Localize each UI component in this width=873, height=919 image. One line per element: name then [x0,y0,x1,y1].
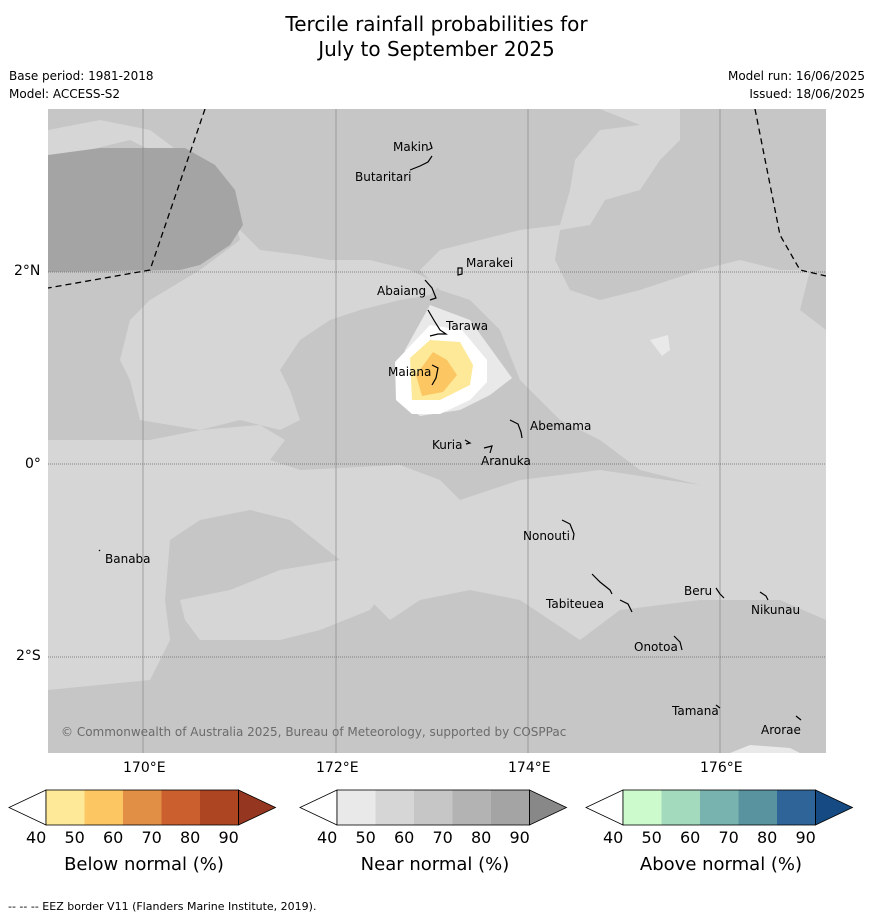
colorbar-below-normal [8,789,277,826]
colorbar-tick-label: 40 [317,828,338,847]
colorbar-segment [414,790,453,825]
place-arorae: Arorae [761,723,801,737]
colorbar-frame [45,789,239,826]
colorbar-tick-label: 60 [394,828,415,847]
colorbar-segment [777,790,816,825]
colorbar-extend-high [238,789,277,826]
colorbar-segment [337,790,376,825]
colorbar-segment [123,790,162,825]
colorbar-tick-label: 70 [718,828,739,847]
colorbar-segment [738,790,777,825]
colorbar-tick-label: 40 [603,828,624,847]
model-name: Model: ACCESS-S2 [9,87,121,101]
colorbar-frame [336,789,530,826]
lat-label-0: 0° [25,456,41,472]
title-line-1: Tercile rainfall probabilities for [285,12,588,36]
place-makin: Makin [393,140,429,154]
colorbar-title-below: Below normal (%) [64,854,224,875]
place-nikunau: Nikunau [751,603,801,617]
place-beru: Beru [684,584,713,598]
colorbar-tick-label: 90 [509,828,530,847]
light-region-west [48,120,440,430]
place-butaritari: Butaritari [355,170,412,184]
lon-label-172: 172°E [316,760,359,776]
mid-region-south [140,650,826,753]
colorbar-segment [375,790,414,825]
colorbar-segment [452,790,491,825]
colorbar-extend-high [529,789,568,826]
colorbar-extend-high [815,789,854,826]
place-abaiang: Abaiang [377,284,427,298]
grid-lines [142,109,721,753]
issued-date: Issued: 18/06/2025 [749,87,865,101]
colorbar-segment [661,790,700,825]
colorbar-tick-label: 80 [757,828,778,847]
islands [98,141,802,721]
lightest-patch-2 [650,335,670,356]
colorbar-near-normal [299,789,568,826]
title-line-2: July to September 2025 [318,37,555,61]
colorbar-tick-label: 50 [641,828,662,847]
colorbar-extend-low [299,789,338,826]
colorbar-tick-label: 90 [218,828,239,847]
dark-region-northwest [48,148,243,272]
colorbar-tick-label: 70 [141,828,162,847]
colorbar-tick-label: 90 [795,828,816,847]
colorbar-tick-label: 50 [355,828,376,847]
place-abemama: Abemama [530,419,592,433]
colorbar-segment [84,790,123,825]
mid-region-northeast [555,109,826,330]
colorbar-tick-label: 60 [103,828,124,847]
place-nonouti: Nonouti [523,529,570,543]
colorbar-title-above: Above normal (%) [639,854,803,875]
colorbar-title-near: Near normal (%) [360,854,510,875]
lon-label-176: 176°E [700,760,743,776]
colorbar-tick-label: 80 [471,828,492,847]
colorbar-extend-low [585,789,624,826]
lat-label-2s: 2°S [16,648,41,664]
lightest-patch [730,745,800,753]
place-onotoa: Onotoa [634,640,678,654]
colorbar-frame [622,789,816,826]
colorbar-extend-low [8,789,47,826]
place-tarawa: Tarawa [446,319,489,333]
colorbar-segment [161,790,200,825]
copyright-notice: © Commonwealth of Australia 2025, Bureau… [61,725,567,739]
place-aranuka: Aranuka [481,454,531,468]
colorbar-tick-label: 80 [180,828,201,847]
place-marakei: Marakei [466,256,514,270]
colorbar-segment [46,790,85,825]
colorbar-tick-label: 40 [26,828,47,847]
light-region-central [48,425,826,690]
base-period: Base period: 1981-2018 [9,69,154,83]
colorbar-tick-label: 70 [432,828,453,847]
colorbar-tick-label: 60 [680,828,701,847]
colorbar-segment [623,790,662,825]
lat-grid [48,271,826,658]
colorbar-segment [200,790,239,825]
place-tamana: Tamana [672,704,719,718]
place-banaba: Banaba [105,552,151,566]
place-kuria: Kuria [432,438,463,452]
lon-label-170: 170°E [123,760,166,776]
place-maiana: Maiana [388,365,432,379]
eez-border [48,109,826,289]
light-patch-south [180,560,385,640]
colorbar-segment [700,790,739,825]
colorbar-segment [491,790,530,825]
colorbar-tick-label: 50 [64,828,85,847]
lat-label-2n: 2°N [14,263,41,279]
eez-footnote: -- -- -- EEZ border V11 (Flanders Marine… [8,900,317,913]
lon-label-174: 174°E [508,760,551,776]
place-tabiteuea: Tabiteuea [546,597,605,611]
colorbar-above-normal [585,789,854,826]
model-run: Model run: 16/06/2025 [727,69,865,83]
